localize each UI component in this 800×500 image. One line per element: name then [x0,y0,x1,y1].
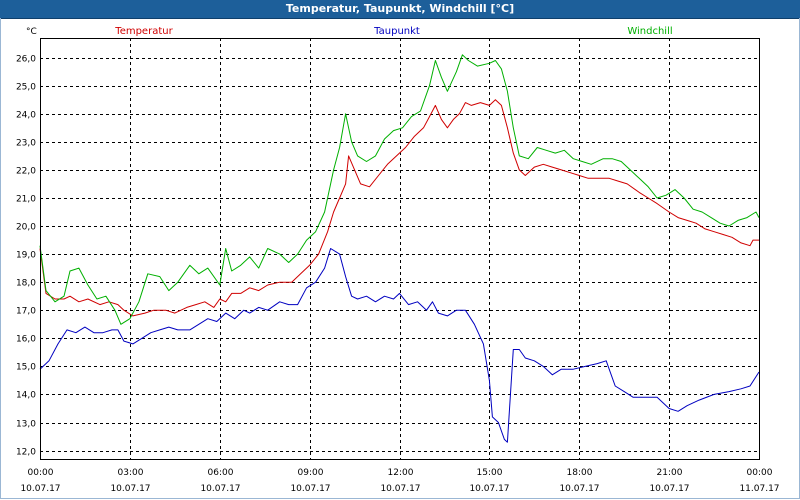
y-tick-label: 20,0 [16,223,36,233]
legend-windchill: Windchill [627,26,672,37]
x-tick-date: 10.07.17 [200,484,240,494]
chart-title: Temperatur, Taupunkt, Windchill [°C] [0,0,800,19]
x-tick-time: 06:00 [208,468,234,478]
y-tick-label: 16,0 [16,335,36,345]
x-tick-time: 09:00 [298,468,324,478]
y-tick-label: 24,0 [16,111,36,121]
y-axis-label: °C [26,27,37,37]
x-tick-date: 10.07.17 [110,484,150,494]
y-tick-label: 15,0 [16,363,36,373]
x-tick-time: 00:00 [28,468,54,478]
series-lines [39,54,760,443]
y-tick-label: 12,0 [16,448,36,458]
y-axis: 12,0 13,0 14,0 15,0 16,0 17,0 18,0 19,0 20,0 21,0… [16,55,36,458]
plot-border [40,38,760,460]
x-tick-time: 15:00 [477,468,503,478]
legend-taupunkt: Taupunkt [373,26,420,37]
y-tick-label: 18,0 [16,279,36,289]
x-tick-date: 10.07.17 [290,484,330,494]
y-tick-label: 17,0 [16,307,36,317]
y-tick-label: 13,0 [16,420,36,430]
x-tick-time: 18:00 [567,468,593,478]
x-tick-date: 10.07.17 [469,484,509,494]
x-tick-time: 21:00 [657,468,683,478]
legend-temperatur: Temperatur [114,26,173,37]
x-axis: 00:00 10.07.17 03:00 10.07.17 06:00 10.07.17 0… [20,468,779,494]
legend: Temperatur Taupunkt Windchill [114,26,672,37]
x-tick-time: 03:00 [118,468,144,478]
y-tick-label: 22,0 [16,167,36,177]
y-tick-label: 19,0 [16,251,36,261]
y-tick-label: 26,0 [16,55,36,65]
y-tick-label: 14,0 [16,391,36,401]
grid [40,38,759,459]
series-line-temperatur [39,99,759,317]
x-tick-date: 10.07.17 [559,484,599,494]
x-tick-date: 10.07.17 [380,484,420,494]
y-tick-label: 21,0 [16,195,36,205]
series-line-taupunkt [39,248,760,443]
y-tick-label: 23,0 [16,139,36,149]
x-tick-date: 10.07.17 [649,484,689,494]
series-line-windchill [39,54,760,325]
x-tick-date: 11.07.17 [739,484,779,494]
x-tick-time: 00:00 [747,468,773,478]
x-tick-date: 10.07.17 [20,484,60,494]
y-tick-label: 25,0 [16,83,36,93]
x-tick-time: 12:00 [388,468,414,478]
